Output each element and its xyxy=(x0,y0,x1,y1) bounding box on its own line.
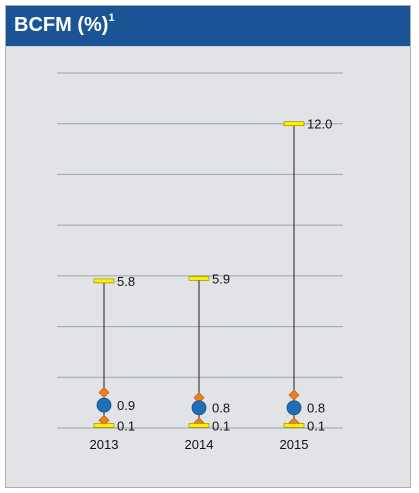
min-marker xyxy=(188,423,210,428)
max-marker xyxy=(283,121,305,127)
upper-marker xyxy=(98,387,110,398)
max-label: 12.0 xyxy=(307,117,332,132)
chart-title: BCFM (%)1 xyxy=(14,12,115,37)
upper-marker xyxy=(288,389,300,401)
chart-title-text: BCFM (%) xyxy=(14,14,109,36)
max-label: 5.8 xyxy=(117,274,135,289)
min-label: 0.1 xyxy=(307,418,325,433)
x-tick-label: 2013 xyxy=(90,437,119,452)
x-tick-label: 2014 xyxy=(185,437,214,452)
footnote-marker: 1 xyxy=(108,12,115,25)
max-marker xyxy=(93,278,115,284)
max-marker xyxy=(188,276,210,281)
mean-marker xyxy=(191,400,207,416)
x-tick-label: 2015 xyxy=(280,437,309,452)
min-label: 0.1 xyxy=(117,418,135,433)
mean-label: 0.8 xyxy=(212,401,230,416)
chart-panel: BCFM (%)1 xyxy=(5,5,411,488)
panel-header: BCFM (%)1 xyxy=(6,6,410,47)
min-marker xyxy=(93,423,115,428)
max-label: 5.9 xyxy=(212,271,230,286)
mean-marker xyxy=(286,400,302,416)
min-marker xyxy=(283,423,305,428)
mean-label: 0.8 xyxy=(307,401,325,416)
mean-marker xyxy=(96,397,112,413)
mean-label: 0.9 xyxy=(117,398,135,413)
min-label: 0.1 xyxy=(212,418,230,433)
